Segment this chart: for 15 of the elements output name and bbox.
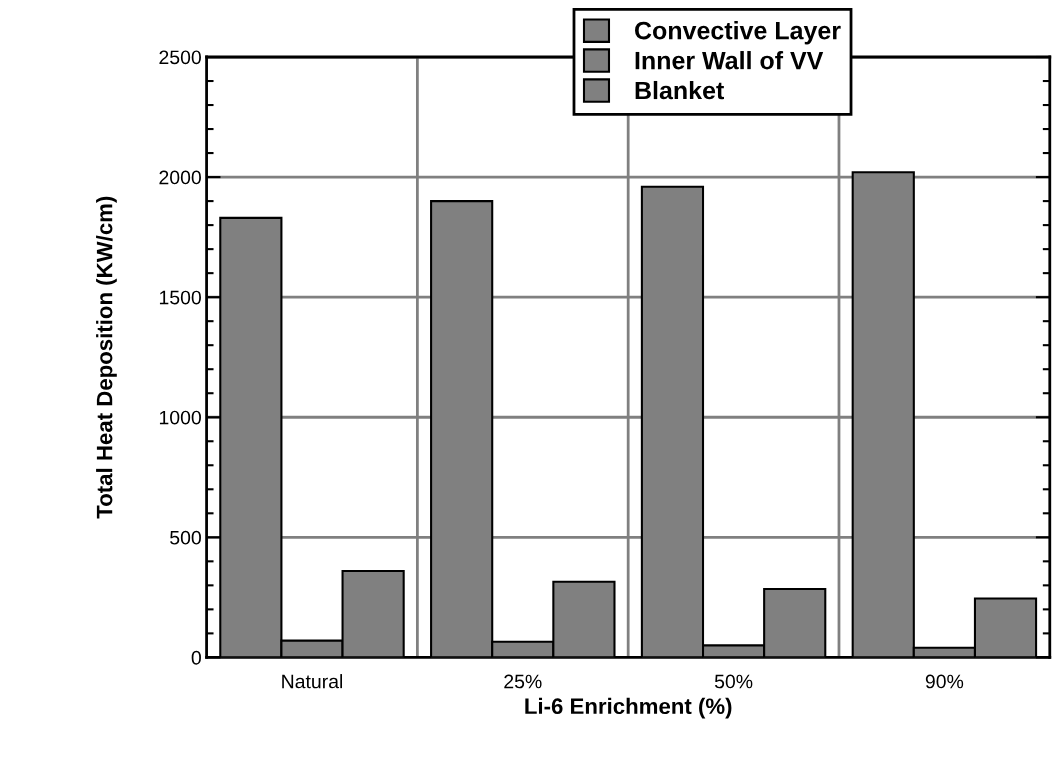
legend-label: Inner Wall of VV [635, 51, 824, 70]
y-tick-label: 2000 [159, 170, 201, 185]
x-tick-label: 90% [925, 674, 964, 689]
y-axis-title: Total Heat Deposition (KW/cm) [96, 196, 117, 519]
y-tick-label: 500 [170, 530, 201, 545]
y-tick-label: 1000 [159, 410, 201, 425]
y-tick-label: 0 [191, 650, 201, 665]
y-tick-label: 1500 [159, 290, 201, 305]
x-tick-label: Natural [282, 674, 343, 689]
x-tick-label: 50% [714, 674, 753, 689]
y-tick-label: 2500 [159, 50, 201, 65]
x-tick-label: 25% [504, 674, 542, 689]
legend-label: Blanket [635, 80, 724, 100]
x-axis-title: Li-6 Enrichment (%) [525, 697, 732, 719]
legend-label: Convective Layer [635, 21, 841, 45]
